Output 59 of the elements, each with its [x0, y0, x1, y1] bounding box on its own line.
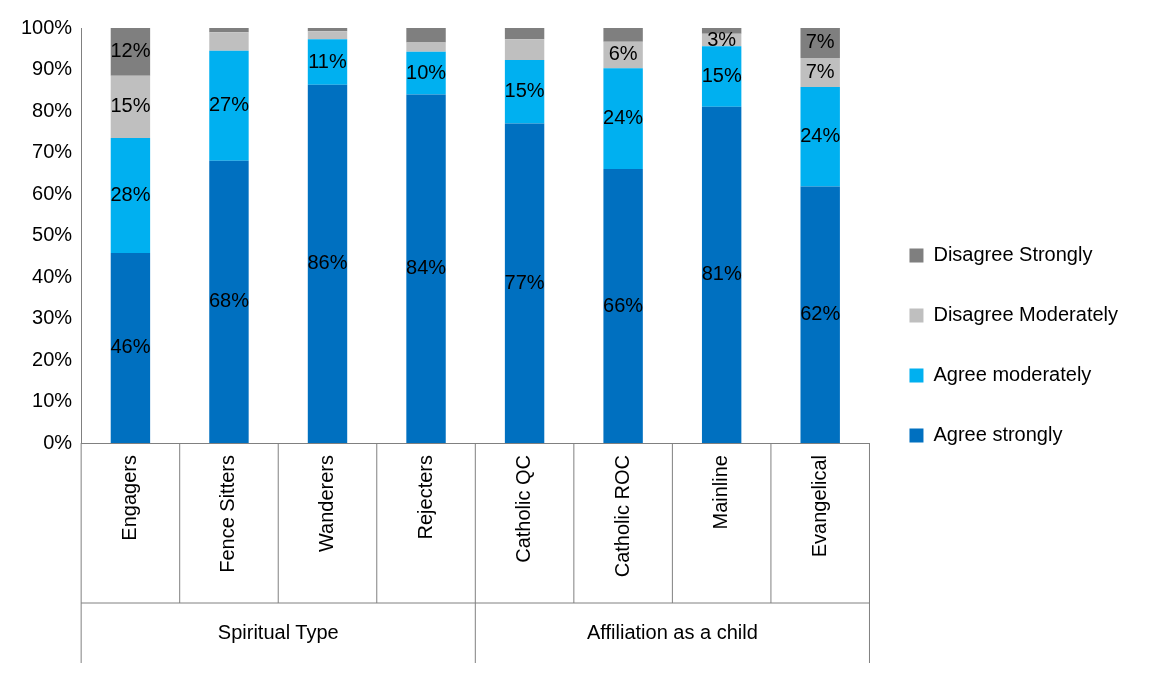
- data-label: 24%: [603, 106, 644, 129]
- bar: [406, 42, 446, 52]
- data-label: 81%: [701, 262, 742, 285]
- legend-label: Agree strongly: [933, 423, 1063, 446]
- y-tick-label: 30%: [32, 306, 73, 329]
- data-label: 84%: [406, 256, 447, 279]
- data-label: 24%: [800, 124, 841, 147]
- bar: [701, 106, 742, 443]
- data-label: 10%: [406, 60, 447, 83]
- bar: [603, 169, 643, 443]
- y-tick-label: 90%: [32, 57, 73, 80]
- data-label: 15%: [701, 64, 742, 87]
- data-label: 86%: [307, 251, 348, 274]
- bar: [800, 186, 840, 443]
- y-tick-label: 80%: [32, 98, 73, 121]
- bar: [504, 123, 545, 443]
- data-label: 28%: [110, 182, 151, 205]
- bar: [603, 68, 643, 170]
- y-tick-label: 60%: [32, 181, 73, 204]
- data-label: 27%: [208, 93, 250, 116]
- bar: [110, 137, 151, 253]
- data-label: 7%: [805, 59, 835, 82]
- y-tick-label: 10%: [32, 389, 73, 412]
- bar: [110, 252, 151, 443]
- bar: [307, 31, 348, 40]
- y-tick-label: 70%: [32, 140, 73, 163]
- data-label: 77%: [504, 270, 545, 293]
- data-label: 66%: [603, 293, 644, 316]
- data-label: 15%: [110, 94, 151, 117]
- legend-label: Agree moderately: [933, 363, 1092, 386]
- data-label: 15%: [504, 79, 545, 102]
- bar: [603, 28, 643, 42]
- bar: [307, 84, 348, 443]
- y-tick-label: 40%: [32, 264, 73, 287]
- data-label: 6%: [608, 42, 638, 65]
- bar: [406, 94, 446, 443]
- data-label: 12%: [110, 39, 151, 62]
- y-tick-label: 0%: [43, 430, 73, 453]
- y-tick-label: 100%: [21, 15, 73, 38]
- bar: [209, 160, 249, 443]
- bar: [209, 32, 249, 51]
- bar: [406, 28, 446, 43]
- data-label: 62%: [800, 302, 841, 325]
- data-label: 7%: [805, 30, 835, 53]
- legend-label: Disagree Moderately: [933, 303, 1118, 326]
- data-label: 3%: [707, 27, 737, 50]
- legend-label: Disagree Strongly: [933, 243, 1093, 266]
- bar: [209, 28, 249, 33]
- bar: [800, 86, 840, 187]
- y-tick-label: 50%: [32, 223, 73, 246]
- data-label: 11%: [308, 49, 347, 72]
- data-label: 68%: [208, 289, 250, 312]
- text: Affiliation as a child: [586, 620, 758, 643]
- bar: [504, 39, 545, 60]
- data-label: 46%: [110, 335, 151, 358]
- text: Spiritual Type: [217, 620, 339, 643]
- y-tick-label: 20%: [32, 347, 73, 370]
- bar: [209, 50, 249, 161]
- bar: [504, 28, 545, 40]
